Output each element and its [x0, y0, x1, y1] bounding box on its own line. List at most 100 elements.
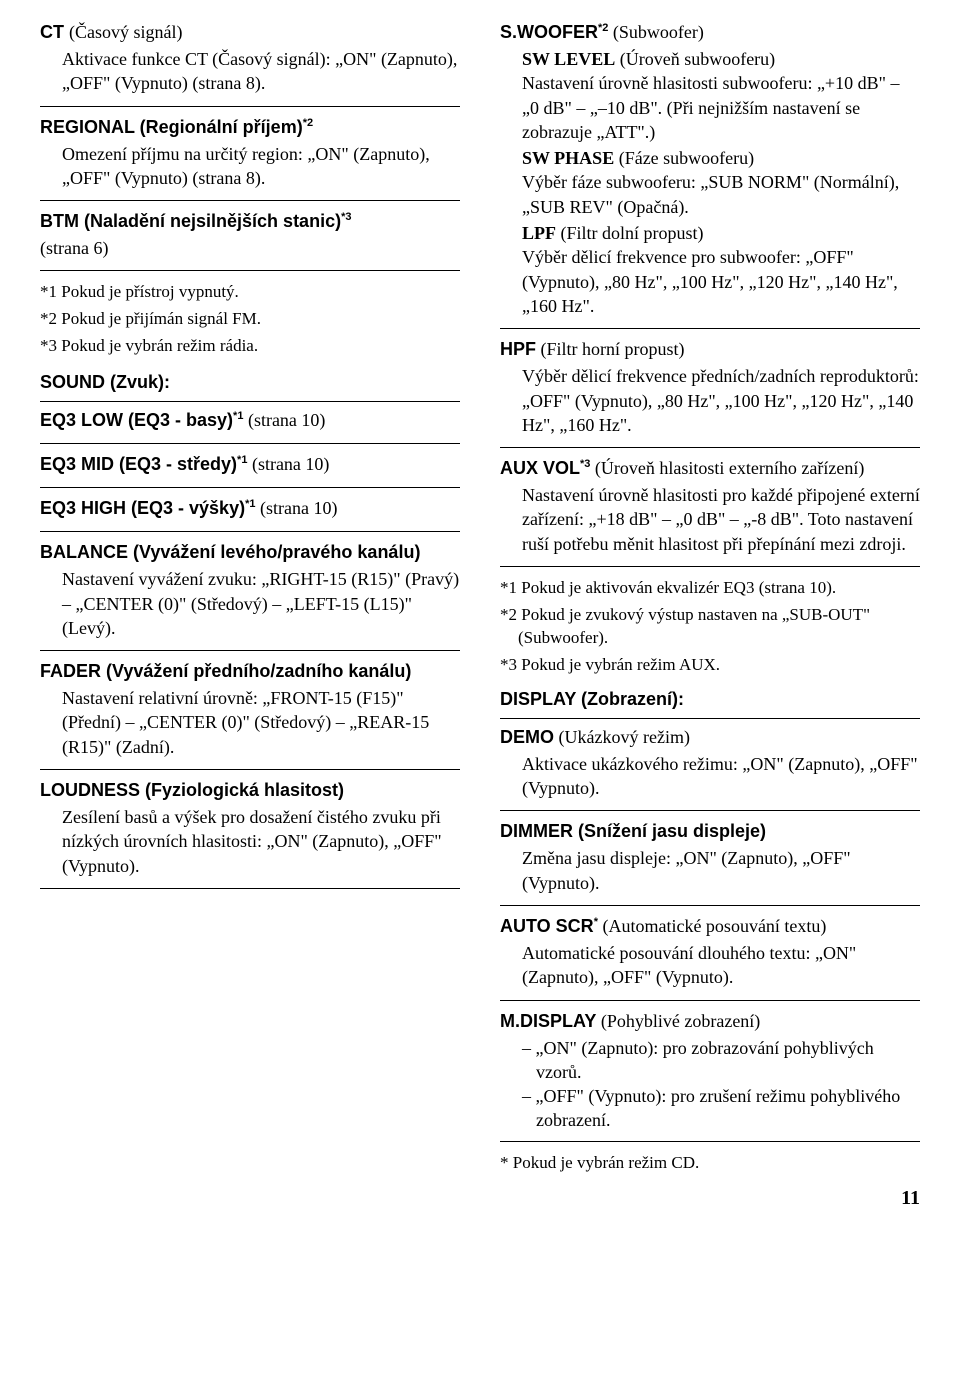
demo-body: Aktivace ukázkového režimu: „ON" (Zapnut…	[500, 752, 920, 801]
entry-mdisplay: M.DISPLAY (Pohyblivé zobrazení) – „ON" (…	[500, 1011, 920, 1142]
entry-eq3low: EQ3 LOW (EQ3 - basy)*1 (strana 10)	[40, 410, 460, 444]
loudness-body: Zesílení basů a výšek pro dosažení čisté…	[40, 805, 460, 878]
page-number: 11	[500, 1187, 920, 1210]
swphase: SW PHASE (Fáze subwooferu) Výběr fáze su…	[500, 146, 920, 219]
auxvol-sup: *3	[580, 458, 590, 470]
regional-body: Omezení příjmu na určitý region: „ON" (Z…	[40, 142, 460, 191]
regional-title-text: REGIONAL (Regionální příjem)	[40, 117, 303, 137]
hpf-t: HPF	[500, 339, 536, 359]
mdisplay-paren: (Pohyblivé zobrazení)	[596, 1011, 760, 1031]
ct-paren: (Časový signál)	[69, 22, 182, 42]
entry-swoofer: S.WOOFER*2 (Subwoofer) SW LEVEL (Úroveň …	[500, 22, 920, 329]
regional-title: REGIONAL (Regionální příjem)*2	[40, 117, 460, 138]
right-column: S.WOOFER*2 (Subwoofer) SW LEVEL (Úroveň …	[500, 20, 920, 1210]
auxvol-paren: (Úroveň hlasitosti externího zařízení)	[590, 458, 864, 478]
lpf-t: LPF	[522, 223, 556, 243]
ct-title: CT (Časový signál)	[40, 22, 460, 43]
eq3high-t: EQ3 HIGH (EQ3 - výšky)	[40, 498, 245, 518]
demo-title: DEMO (Ukázkový režim)	[500, 727, 920, 748]
right-note1: *1 Pokud je aktivován ekvalizér EQ3 (str…	[500, 577, 920, 600]
eq3high-tail: (strana 10)	[255, 498, 337, 518]
hpf-body: Výběr dělicí frekvence předních/zadních …	[500, 364, 920, 437]
btm-title-text: BTM (Naladění nejsilnějších stanic)	[40, 211, 341, 231]
swphase-p: (Fáze subwooferu)	[614, 148, 754, 168]
eq3mid-tail: (strana 10)	[247, 454, 329, 474]
swlevel-t: SW LEVEL	[522, 49, 615, 69]
swoofer-paren: (Subwoofer)	[608, 22, 703, 42]
sound-head: SOUND (Zvuk):	[40, 372, 460, 402]
eq3high-title: EQ3 HIGH (EQ3 - výšky)*1 (strana 10)	[40, 498, 460, 519]
entry-eq3mid: EQ3 MID (EQ3 - středy)*1 (strana 10)	[40, 454, 460, 488]
right-footnote: * Pokud je vybrán režim CD.	[500, 1152, 920, 1175]
mdisplay-t: M.DISPLAY	[500, 1011, 596, 1031]
autoscr-t: AUTO SCR	[500, 916, 594, 936]
ct-title-text: CT	[40, 22, 64, 42]
eq3low-title: EQ3 LOW (EQ3 - basy)*1 (strana 10)	[40, 410, 460, 431]
balance-title: BALANCE (Vyvážení levého/pravého kanálu)	[40, 542, 460, 563]
entry-balance: BALANCE (Vyvážení levého/pravého kanálu)…	[40, 542, 460, 651]
dimmer-title: DIMMER (Snížení jasu displeje)	[500, 821, 920, 842]
lpf-b: Výběr dělicí frekvence pro subwoofer: „O…	[522, 247, 898, 316]
eq3high-sup: *1	[245, 498, 255, 510]
mdisplay-item2: – „OFF" (Vypnuto): pro zrušení režimu po…	[522, 1084, 920, 1133]
display-head: DISPLAY (Zobrazení):	[500, 689, 920, 719]
btm-body: (strana 6)	[40, 236, 460, 260]
dimmer-body: Změna jasu displeje: „ON" (Zapnuto), „OF…	[500, 846, 920, 895]
demo-t: DEMO	[500, 727, 554, 747]
eq3mid-title: EQ3 MID (EQ3 - středy)*1 (strana 10)	[40, 454, 460, 475]
eq3low-sup: *1	[233, 410, 243, 422]
lpf-p: (Filtr dolní propust)	[556, 223, 704, 243]
autoscr-title: AUTO SCR* (Automatické posouvání textu)	[500, 916, 920, 937]
mdisplay-list: – „ON" (Zapnuto): pro zobrazování pohybl…	[500, 1036, 920, 1133]
fader-title: FADER (Vyvážení předního/zadního kanálu)	[40, 661, 460, 682]
left-note2: *2 Pokud je přijímán signál FM.	[40, 308, 460, 331]
mdisplay-title: M.DISPLAY (Pohyblivé zobrazení)	[500, 1011, 920, 1032]
demo-paren: (Ukázkový režim)	[554, 727, 690, 747]
entry-eq3high: EQ3 HIGH (EQ3 - výšky)*1 (strana 10)	[40, 498, 460, 532]
page: CT (Časový signál) Aktivace funkce CT (Č…	[0, 0, 960, 1250]
auxvol-t: AUX VOL	[500, 458, 580, 478]
right-note3: *3 Pokud je vybrán režim AUX.	[500, 654, 920, 677]
balance-body: Nastavení vyvážení zvuku: „RIGHT-15 (R15…	[40, 567, 460, 640]
auxvol-body: Nastavení úrovně hlasitosti pro každé př…	[500, 483, 920, 556]
swoofer-sup: *2	[598, 22, 608, 34]
btm-title: BTM (Naladění nejsilnějších stanic)*3	[40, 211, 460, 232]
entry-auxvol: AUX VOL*3 (Úroveň hlasitosti externího z…	[500, 458, 920, 567]
swphase-b: Výběr fáze subwooferu: „SUB NORM" (Normá…	[522, 172, 899, 216]
left-note1: *1 Pokud je přístroj vypnutý.	[40, 281, 460, 304]
fader-body: Nastavení relativní úrovně: „FRONT-15 (F…	[40, 686, 460, 759]
entry-ct: CT (Časový signál) Aktivace funkce CT (Č…	[40, 22, 460, 107]
entry-fader: FADER (Vyvážení předního/zadního kanálu)…	[40, 661, 460, 770]
swoofer-t: S.WOOFER	[500, 22, 598, 42]
eq3mid-t: EQ3 MID (EQ3 - středy)	[40, 454, 237, 474]
left-note3: *3 Pokud je vybrán režim rádia.	[40, 335, 460, 358]
swlevel-p: (Úroveň subwooferu)	[615, 49, 775, 69]
autoscr-body: Automatické posouvání dlouhého textu: „O…	[500, 941, 920, 990]
entry-hpf: HPF (Filtr horní propust) Výběr dělicí f…	[500, 339, 920, 448]
entry-dimmer: DIMMER (Snížení jasu displeje) Změna jas…	[500, 821, 920, 906]
btm-sup: *3	[341, 211, 351, 223]
eq3low-t: EQ3 LOW (EQ3 - basy)	[40, 410, 233, 430]
entry-autoscr: AUTO SCR* (Automatické posouvání textu) …	[500, 916, 920, 1001]
loudness-title: LOUDNESS (Fyziologická hlasitost)	[40, 780, 460, 801]
ct-body: Aktivace funkce CT (Časový signál): „ON"…	[40, 47, 460, 96]
right-note2: *2 Pokud je zvukový výstup nastaven na „…	[500, 604, 920, 650]
hpf-paren: (Filtr horní propust)	[536, 339, 685, 359]
swlevel-b: Nastavení úrovně hlasitosti subwooferu: …	[522, 73, 899, 142]
hpf-title: HPF (Filtr horní propust)	[500, 339, 920, 360]
autoscr-paren: (Automatické posouvání textu)	[598, 916, 826, 936]
eq3mid-sup: *1	[237, 454, 247, 466]
regional-sup: *2	[303, 117, 313, 129]
entry-loudness: LOUDNESS (Fyziologická hlasitost) Zesíle…	[40, 780, 460, 889]
swlevel: SW LEVEL (Úroveň subwooferu) Nastavení ú…	[500, 47, 920, 144]
swphase-t: SW PHASE	[522, 148, 614, 168]
lpf: LPF (Filtr dolní propust) Výběr dělicí f…	[500, 221, 920, 318]
entry-btm: BTM (Naladění nejsilnějších stanic)*3 (s…	[40, 211, 460, 271]
mdisplay-item1: – „ON" (Zapnuto): pro zobrazování pohybl…	[522, 1036, 920, 1085]
eq3low-tail: (strana 10)	[243, 410, 325, 430]
auxvol-title: AUX VOL*3 (Úroveň hlasitosti externího z…	[500, 458, 920, 479]
swoofer-title: S.WOOFER*2 (Subwoofer)	[500, 22, 920, 43]
left-column: CT (Časový signál) Aktivace funkce CT (Č…	[40, 20, 460, 1210]
entry-demo: DEMO (Ukázkový režim) Aktivace ukázkovéh…	[500, 727, 920, 812]
entry-regional: REGIONAL (Regionální příjem)*2 Omezení p…	[40, 117, 460, 202]
